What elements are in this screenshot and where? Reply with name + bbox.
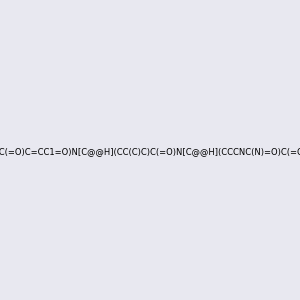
Text: O=C(CCCCCN1C(=O)C=CC1=O)N[C@@H](CC(C)C)C(=O)N[C@@H](CCCNC(N)=O)C(=O)Nc1ccc(CCl)c: O=C(CCCCCN1C(=O)C=CC1=O)N[C@@H](CC(C)C)C… xyxy=(0,147,300,156)
